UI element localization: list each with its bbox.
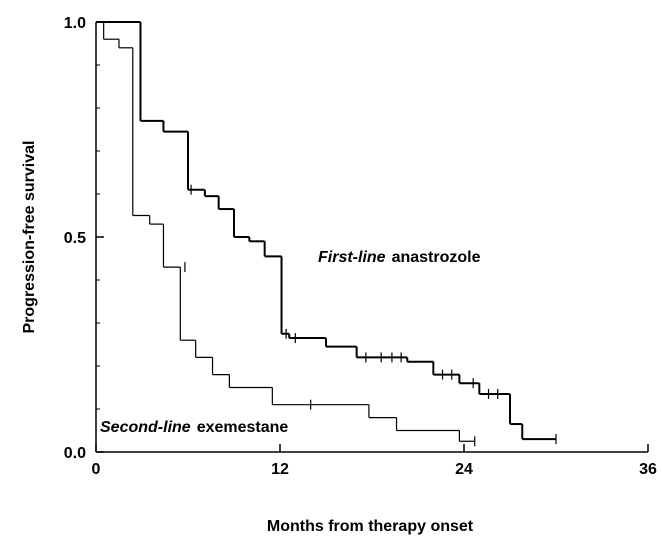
series-label-rest: exemestane: [197, 419, 289, 436]
series-label-rest: anastrozole: [392, 249, 481, 266]
series-label: First-line anastrozole: [318, 249, 481, 266]
x-tick-label: 24: [455, 461, 473, 478]
x-axis-label: Months from therapy onset: [267, 518, 474, 535]
series-label-italic: Second-line: [100, 419, 191, 436]
y-tick-label: 1.0: [64, 15, 86, 32]
x-tick-label: 0: [92, 461, 101, 478]
y-axis-label: Progression-free survival: [21, 141, 38, 334]
series-label: Second-line exemestane: [100, 419, 288, 436]
y-tick-label: 0.0: [64, 445, 86, 462]
y-tick-label: 0.5: [64, 230, 86, 247]
x-tick-label: 36: [639, 461, 657, 478]
series-label-italic: First-line: [318, 249, 386, 266]
x-tick-label: 12: [271, 461, 289, 478]
